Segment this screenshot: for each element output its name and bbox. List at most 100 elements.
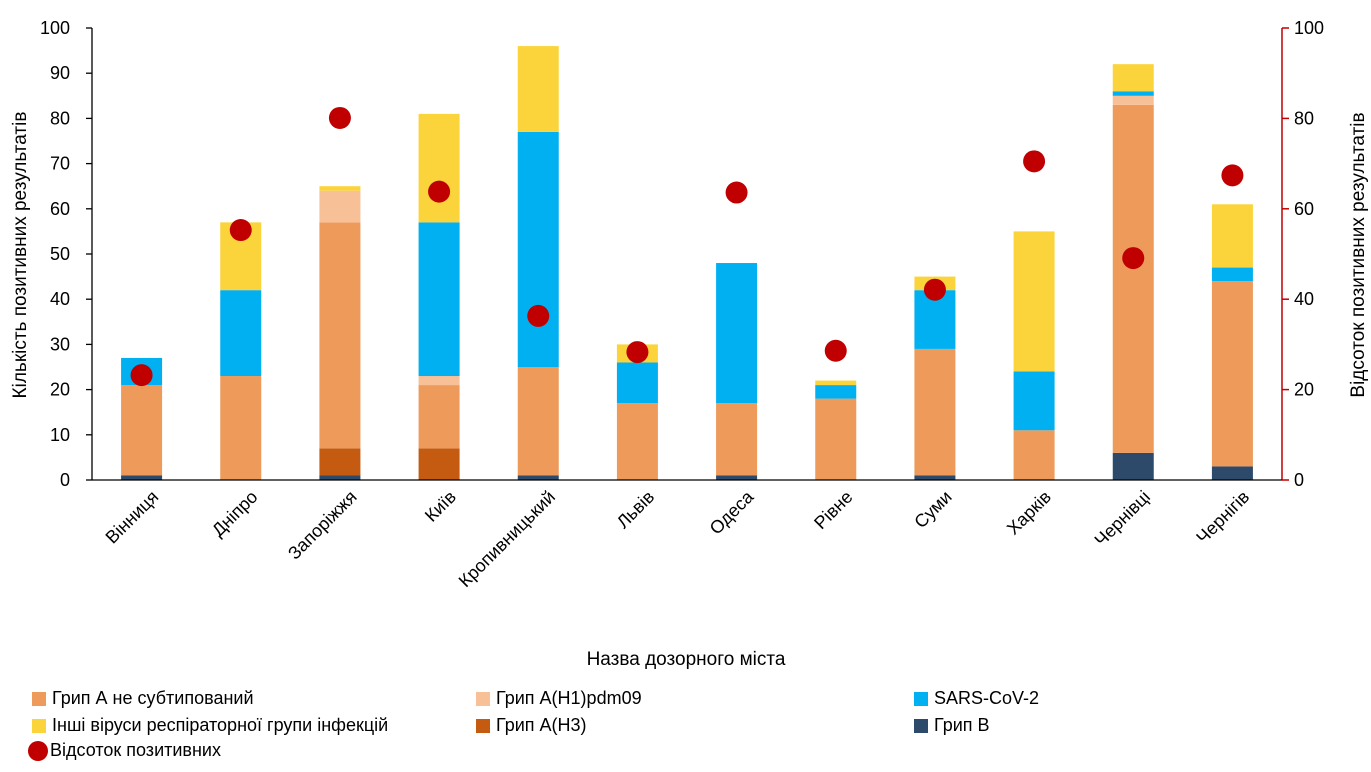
percent-marker [923, 278, 946, 301]
bar-segment [517, 131, 559, 367]
bar-segment [1211, 466, 1253, 480]
legend-label: SARS-CoV-2 [934, 688, 1040, 708]
bar-segment [1211, 204, 1253, 268]
legend-label: Грип A(H3) [496, 715, 587, 735]
bar-segment [418, 385, 460, 449]
percent-marker [1122, 247, 1145, 270]
bar-segment [517, 46, 559, 132]
y2-tick-label: 0 [1294, 470, 1304, 490]
legend-label: Грип А не субтипований [52, 688, 254, 708]
y-tick-label: 50 [50, 244, 70, 264]
bar-segment [716, 403, 758, 476]
bar-segment [1211, 281, 1253, 467]
bar-segment [1013, 231, 1055, 372]
bar-segment [319, 448, 361, 476]
percent-marker [725, 181, 748, 204]
chart-svg: 0 10 20 30 40 50 60 70 80 90 100 0 20 40 60 80 100 Вінниц… [10, 18, 1369, 670]
bar-segment [1013, 371, 1055, 431]
percent-marker [824, 339, 847, 362]
percent-marker [130, 364, 153, 387]
legend-swatch [914, 691, 928, 706]
y-tick-label: 0 [60, 470, 70, 490]
percent-marker [328, 106, 351, 129]
y-tick-label: 30 [50, 334, 70, 354]
bar-segment [716, 263, 758, 404]
bar-segment [815, 398, 857, 480]
legend-item-flu-a-unsubtyped: Грип А не субтипований [32, 688, 254, 709]
x-tick-label: Чернівці [1091, 487, 1155, 551]
x-tick-label: Харків [1003, 487, 1055, 539]
legend-item-other-viruses: Інші віруси респіраторної групи інфекцій [32, 715, 388, 736]
x-tick-label: Вінниця [102, 487, 163, 548]
x-tick-label: Кропивницький [455, 487, 559, 591]
x-tick-label: Рівне [810, 487, 856, 533]
bar-segment [716, 475, 758, 480]
x-axis-title: Назва дозорного міста [587, 649, 786, 670]
y2-tick-label: 40 [1294, 289, 1314, 309]
x-tick-label: Суми [910, 487, 955, 532]
y-tick-label: 80 [50, 108, 70, 128]
bar-segment [319, 222, 361, 449]
bar-segment [418, 376, 460, 386]
y2-tick-label: 80 [1294, 108, 1314, 128]
bar-segment [914, 475, 956, 480]
legend-item-flu-a-h1pdm09: Грип A(H1)pdm09 [476, 688, 642, 709]
y-tick-label: 70 [50, 154, 70, 174]
bar-segment [517, 367, 559, 476]
bars-group [121, 46, 1253, 480]
legend-swatch [914, 718, 928, 733]
bar-segment [1112, 95, 1154, 105]
x-tick-label: Київ [421, 487, 460, 526]
legend-label: Інші віруси респіраторної групи інфекцій [52, 715, 389, 735]
bar-segment [815, 385, 857, 399]
bar-segment [319, 475, 361, 480]
percent-marker [1221, 164, 1244, 187]
bar-segment [418, 222, 460, 377]
percent-marker [1023, 150, 1046, 173]
legend-swatch [32, 718, 46, 733]
x-tick-label: Дніпро [208, 487, 262, 541]
legend-label: Грип A(H1)pdm09 [496, 688, 642, 708]
legend-label: Грип В [934, 715, 990, 735]
bar-segment [1013, 430, 1055, 480]
bar-segment [418, 113, 460, 223]
y2-tick-label: 20 [1294, 380, 1314, 400]
bar-segment [418, 448, 460, 480]
legend-swatch [32, 691, 46, 706]
x-tick-label: Одеса [706, 486, 758, 538]
percent-marker [229, 219, 252, 242]
x-tick-label: Чернігів [1192, 487, 1253, 548]
bar-segment [1112, 91, 1154, 96]
bar-segment [1112, 104, 1154, 453]
bar-segment [1112, 452, 1154, 480]
bar-segment [121, 475, 163, 480]
y-axis-title: Кількість позитивних результатів [10, 112, 31, 399]
percent-marker [626, 341, 649, 364]
y-tick-label: 10 [50, 425, 70, 445]
y-tick-label: 40 [50, 289, 70, 309]
percent-marker [428, 180, 451, 203]
y2-tick-label: 100 [1294, 18, 1324, 38]
legend-item-flu-a-h3: Грип A(H3) [476, 715, 587, 736]
y-tick-label: 20 [50, 380, 70, 400]
legend-item-flu-b: Грип В [914, 715, 990, 736]
bar-segment [517, 475, 559, 480]
percent-marker [527, 304, 550, 327]
legend-item-percent-positive: Відсоток позитивних [28, 740, 221, 761]
percent-markers-group [130, 106, 1244, 387]
x-tick-label: Львів [613, 487, 658, 532]
legend-swatch [476, 718, 490, 733]
y-tick-label: 90 [50, 63, 70, 83]
x-tick-label: Запоріжжя [284, 487, 361, 564]
y2-tick-label: 60 [1294, 199, 1314, 219]
bar-segment [1112, 64, 1154, 92]
legend-item-sars-cov-2: SARS-CoV-2 [914, 688, 1039, 709]
bar-segment [815, 380, 857, 386]
bar-segment [319, 190, 361, 223]
bar-segment [1211, 267, 1253, 282]
bar-segment [319, 186, 361, 191]
legend-dot [28, 740, 48, 761]
legend-swatch [476, 691, 490, 706]
bar-segment [121, 385, 163, 476]
y-tick-label: 60 [50, 199, 70, 219]
